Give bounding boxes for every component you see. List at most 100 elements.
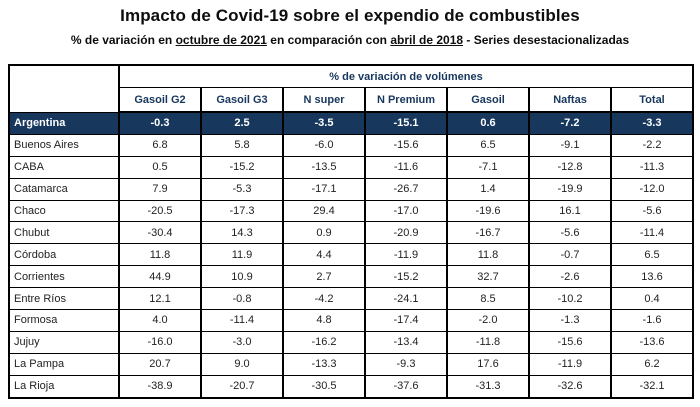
value-cell: 4.8 — [282, 309, 366, 332]
table-row: Formosa 4.0 -11.4 4.8 -17.4 -2.0 -1.3 -1.6 — [8, 309, 695, 332]
table-row: Entre Ríos 12.1 -0.8 -4.2 -24.1 8.5 -10.2 0.4 — [8, 287, 695, 311]
value-cell: 6.2 — [609, 352, 695, 376]
region-cell: Argentina — [8, 111, 120, 135]
value-cell: 6.5 — [446, 133, 530, 157]
value-cell: -32.6 — [528, 374, 612, 399]
value-cell: -15.2 — [364, 265, 448, 289]
value-cell: -15.2 — [200, 155, 284, 179]
value-cell: 0.5 — [118, 155, 202, 179]
value-cell: 6.5 — [609, 243, 695, 267]
value-cell: -17.0 — [364, 199, 448, 223]
table-row: Buenos Aires 6.8 5.8 -6.0 -15.6 6.5 -9.1 -2.2 — [8, 133, 695, 157]
value-cell: -12.0 — [609, 177, 695, 201]
value-cell: -11.3 — [609, 155, 695, 179]
value-cell: -20.9 — [364, 221, 448, 245]
table-row: Chaco -20.5 -17.3 29.4 -17.0 -19.6 16.1 -5.6 — [8, 199, 695, 223]
group-header-row: % de variación de volúmenes — [8, 64, 695, 113]
value-cell: 2.5 — [200, 111, 284, 135]
table-row: Argentina -0.3 2.5 -3.5 -15.1 0.6 -7.2 -3.3 — [8, 111, 695, 135]
value-cell: -5.6 — [609, 199, 695, 223]
value-cell: 8.5 — [446, 287, 530, 311]
value-cell: -1.6 — [609, 309, 695, 332]
region-cell: La Pampa — [8, 352, 120, 376]
table-row: Chubut -30.4 14.3 0.9 -20.9 -16.7 -5.6 -11.4 — [8, 221, 695, 245]
table-row: Córdoba 11.8 11.9 4.4 -11.9 11.8 -0.7 6.5 — [8, 243, 695, 267]
value-cell: -10.2 — [528, 287, 612, 311]
value-cell: 32.7 — [446, 265, 530, 289]
value-cell: 13.6 — [609, 265, 695, 289]
value-cell: 0.4 — [609, 287, 695, 311]
column-header: Total — [609, 87, 695, 113]
subtitle-middle: en comparación con — [266, 33, 391, 47]
value-cell: -12.8 — [528, 155, 612, 179]
value-cell: -11.4 — [609, 221, 695, 245]
region-cell: Corrientes — [8, 265, 120, 289]
region-cell: Catamarca — [8, 177, 120, 201]
table-body: Argentina -0.3 2.5 -3.5 -15.1 0.6 -7.2 -3.3 Buen… — [8, 111, 695, 399]
subtitle-period-new: octubre de 2021 — [175, 33, 267, 47]
corner-cell — [8, 64, 120, 113]
value-cell: -30.4 — [118, 221, 202, 245]
table-row: Catamarca 7.9 -5.3 -17.1 -26.7 1.4 -19.9 -12.0 — [8, 177, 695, 201]
value-cell: -37.6 — [364, 374, 448, 399]
value-cell: -7.2 — [528, 111, 612, 135]
value-cell: -15.1 — [364, 111, 448, 135]
region-cell: Chubut — [8, 221, 120, 245]
value-cell: -26.7 — [364, 177, 448, 201]
page-subtitle: % de variación en octubre de 2021 en com… — [0, 33, 700, 47]
column-header: Gasoil G3 — [200, 87, 284, 113]
value-cell: -9.1 — [528, 133, 612, 157]
value-cell: 2.7 — [282, 265, 366, 289]
value-cell: 0.6 — [446, 111, 530, 135]
value-cell: -17.3 — [200, 199, 284, 223]
region-cell: Jujuy — [8, 330, 120, 354]
value-cell: -9.3 — [364, 352, 448, 376]
region-cell: CABA — [8, 155, 120, 179]
value-cell: -15.6 — [528, 330, 612, 354]
value-cell: 11.8 — [446, 243, 530, 267]
value-cell: 5.8 — [200, 133, 284, 157]
value-cell: 11.9 — [200, 243, 284, 267]
value-cell: -19.9 — [528, 177, 612, 201]
value-cell: -11.8 — [446, 330, 530, 354]
value-cell: -11.6 — [364, 155, 448, 179]
subtitle-suffix: - Series desestacionalizadas — [463, 33, 630, 47]
value-cell: -17.1 — [282, 177, 366, 201]
value-cell: 10.9 — [200, 265, 284, 289]
value-cell: 11.8 — [118, 243, 202, 267]
value-cell: -3.5 — [282, 111, 366, 135]
page-title: Impacto de Covid-19 sobre el expendio de… — [120, 6, 580, 25]
region-cell: La Rioja — [8, 374, 120, 399]
column-header: Naftas — [528, 87, 612, 113]
value-cell: 12.1 — [118, 287, 202, 311]
value-cell: -38.9 — [118, 374, 202, 399]
value-cell: -6.0 — [282, 133, 366, 157]
subtitle-prefix: % de variación en — [70, 33, 176, 47]
value-cell: -32.1 — [609, 374, 695, 399]
value-cell: 6.8 — [118, 133, 202, 157]
value-cell: 0.9 — [282, 221, 366, 245]
group-header-cell: % de variación de volúmenes — [117, 64, 695, 88]
value-cell: -0.3 — [118, 111, 202, 135]
value-cell: -20.7 — [200, 374, 284, 399]
value-cell: -4.2 — [282, 287, 366, 311]
column-header: Gasoil G2 — [118, 87, 202, 113]
value-cell: -16.2 — [282, 330, 366, 354]
value-cell: -2.2 — [609, 133, 695, 157]
value-cell: 1.4 — [446, 177, 530, 201]
value-cell: -1.3 — [528, 309, 612, 332]
value-cell: -11.9 — [528, 352, 612, 376]
value-cell: -5.6 — [528, 221, 612, 245]
value-cell: -16.7 — [446, 221, 530, 245]
table-row: La Pampa 20.7 9.0 -13.3 -9.3 17.6 -11.9 6.2 — [8, 352, 695, 376]
value-cell: -16.0 — [118, 330, 202, 354]
value-cell: -5.3 — [200, 177, 284, 201]
value-cell: 44.9 — [118, 265, 202, 289]
value-cell: -7.1 — [446, 155, 530, 179]
value-cell: 17.6 — [446, 352, 530, 376]
table-row: Jujuy -16.0 -3.0 -16.2 -13.4 -11.8 -15.6 -13.6 — [8, 330, 695, 354]
value-cell: -17.4 — [364, 309, 448, 332]
value-cell: -19.6 — [446, 199, 530, 223]
value-cell: -2.0 — [446, 309, 530, 332]
region-cell: Buenos Aires — [8, 133, 120, 157]
